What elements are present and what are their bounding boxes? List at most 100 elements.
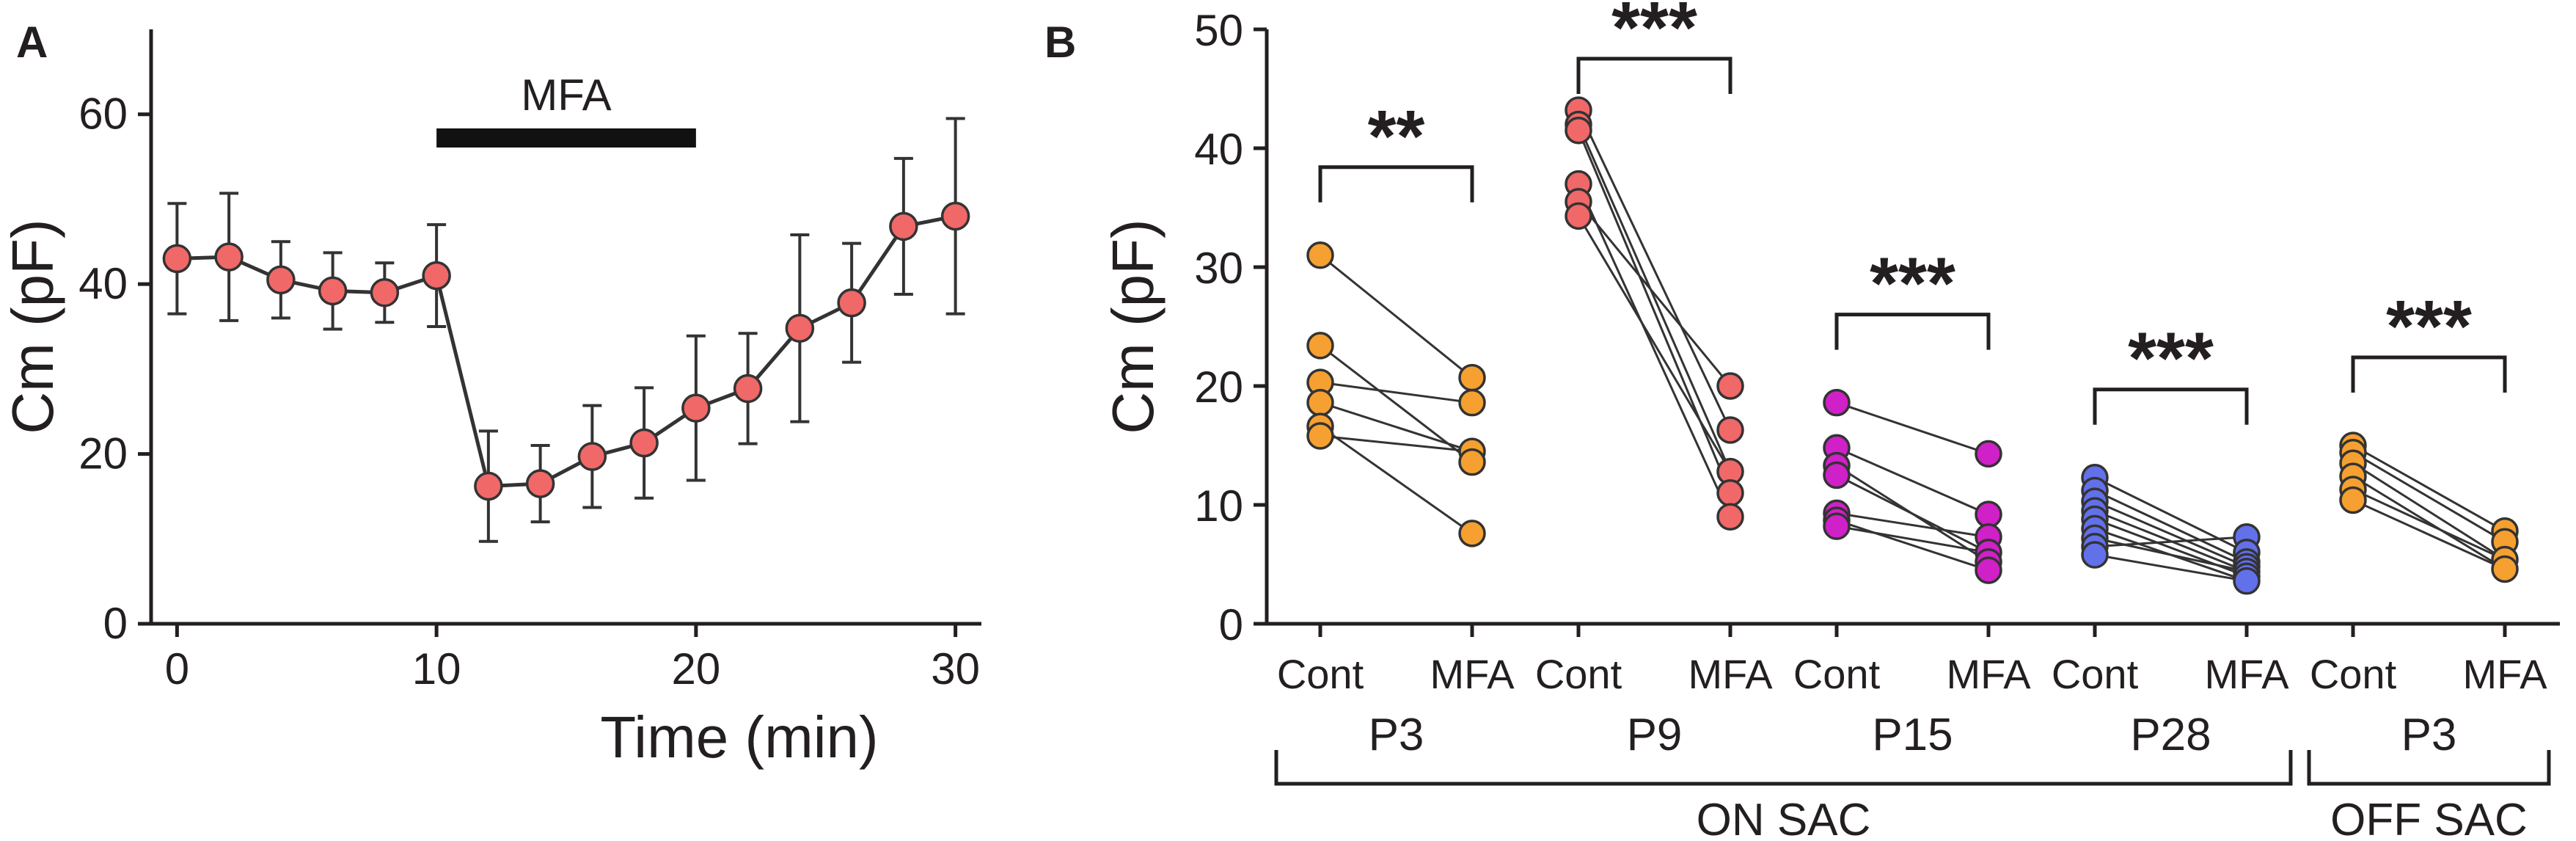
b-mfa-label: MFA (2204, 651, 2289, 697)
b-pair-line (1320, 425, 1473, 535)
b-pair-line (1320, 381, 1473, 404)
b-mfa-point (1975, 440, 2002, 468)
a-data-point (162, 244, 192, 274)
panel-a: A Time (min) Cm (pF) MFA 0 10 20 30 0 20 40 60 (0, 18, 981, 770)
b-population-label: ON SAC (1697, 795, 1871, 841)
a-x-tick-label: 30 (931, 644, 980, 693)
a-y-tick-label: 0 (103, 599, 128, 648)
b-mfa-point (1716, 416, 1744, 444)
b-pair-line (1577, 215, 1732, 473)
b-cont-label: Cont (1793, 651, 1881, 697)
b-pair-line (2094, 536, 2247, 573)
b-pair-line (2094, 500, 2247, 568)
a-data-point (370, 277, 400, 307)
b-cont-point (1823, 512, 1851, 540)
a-y-tick-label: 60 (78, 90, 128, 139)
b-pair-line (1577, 109, 1732, 431)
b-cont-point (1306, 241, 1334, 269)
a-x-tick-label: 10 (412, 644, 461, 693)
a-series-line (177, 214, 956, 489)
b-pair-line (1836, 401, 1989, 455)
b-population-bracket (2307, 750, 2551, 786)
b-group-p15: *** Cont MFA P15 (1793, 243, 2031, 760)
b-y-ticks: 0 10 20 30 40 50 (1194, 6, 1267, 649)
b-significance-bracket (1834, 313, 1991, 350)
b-cont-point (1306, 422, 1334, 450)
panel-label-b: B (1044, 18, 1076, 67)
b-mfa-point (1458, 388, 1486, 417)
b-pair-line (1577, 123, 1732, 473)
b-significance-stars: *** (1870, 243, 1955, 325)
b-y-tick-label: 0 (1219, 600, 1243, 649)
b-mfa-point (1458, 363, 1486, 392)
b-pair-line (1836, 519, 1989, 572)
a-x-tick-label: 20 (672, 644, 721, 693)
b-group-label: P28 (2130, 710, 2211, 760)
b-mfa-point (1975, 556, 2002, 584)
a-x-tick-label: 0 (165, 644, 189, 693)
b-pair-line (1577, 130, 1732, 494)
a-y-axis-title: Cm (pF) (0, 219, 65, 434)
b-group-label: P3 (1369, 710, 1424, 760)
b-cont-point (1823, 388, 1851, 417)
b-pair-line (2352, 499, 2506, 570)
b-y-axis-title: Cm (pF) (1100, 219, 1166, 434)
b-cont-label: Cont (1535, 651, 1622, 697)
b-significance-stars: *** (1611, 0, 1697, 69)
b-cont-point (1306, 332, 1334, 360)
b-mfa-point (1975, 500, 2002, 528)
b-group-p28: *** Cont MFA P28 (2052, 318, 2289, 760)
b-pair-line (2352, 462, 2506, 561)
b-pair-line (1577, 200, 1732, 387)
b-mfa-label: MFA (1688, 651, 1773, 697)
b-significance-stars: *** (2128, 318, 2214, 400)
panel-label-a: A (16, 18, 48, 67)
b-cont-label: Cont (2052, 651, 2139, 697)
b-pair-line (2352, 475, 2506, 570)
b-pair-line (1836, 511, 1989, 539)
mfa-label: MFA (521, 70, 611, 120)
b-population-label: OFF SAC (2330, 795, 2528, 841)
b-mfa-point (2491, 555, 2519, 583)
a-data-point (474, 471, 503, 501)
b-cont-point (1306, 388, 1334, 417)
b-group-label: P3 (2401, 710, 2457, 760)
a-y-tick-label: 20 (78, 429, 128, 478)
a-data-point (318, 276, 348, 306)
a-data-point (525, 469, 555, 498)
b-pair-line (1836, 446, 1989, 516)
a-data-point (214, 242, 244, 272)
b-significance-stars: ** (1368, 95, 1425, 178)
b-cont-point (2081, 541, 2109, 569)
b-cont-point (2339, 486, 2367, 514)
b-cont-point (1565, 202, 1592, 230)
b-cont-point (1823, 461, 1851, 489)
b-y-tick-label: 50 (1194, 6, 1243, 55)
b-significance-bracket (2093, 387, 2249, 425)
b-mfa-point (1716, 503, 1744, 531)
b-mfa-label: MFA (1946, 651, 2031, 697)
b-pair-line (1320, 434, 1473, 453)
a-data-point (837, 288, 866, 318)
b-pair-line (1836, 474, 1989, 554)
b-significance-bracket (1318, 165, 1474, 203)
mfa-annotation: MFA (436, 70, 696, 148)
a-data-point (889, 211, 918, 241)
b-pair-line (2094, 476, 2247, 554)
b-cont-label: Cont (2310, 651, 2397, 697)
b-pair-line (2352, 451, 2506, 543)
b-pair-line (2094, 536, 2247, 548)
b-mfa-point (2233, 567, 2261, 595)
b-y-tick-label: 40 (1194, 125, 1243, 174)
b-y-tick-label: 10 (1194, 481, 1243, 531)
a-data-point (940, 201, 970, 231)
b-cont-point (1565, 116, 1592, 145)
b-significance-bracket (1576, 57, 1732, 94)
b-mfa-label: MFA (1430, 651, 1515, 697)
b-pair-line (2094, 553, 2247, 583)
b-mfa-point (1458, 448, 1486, 476)
